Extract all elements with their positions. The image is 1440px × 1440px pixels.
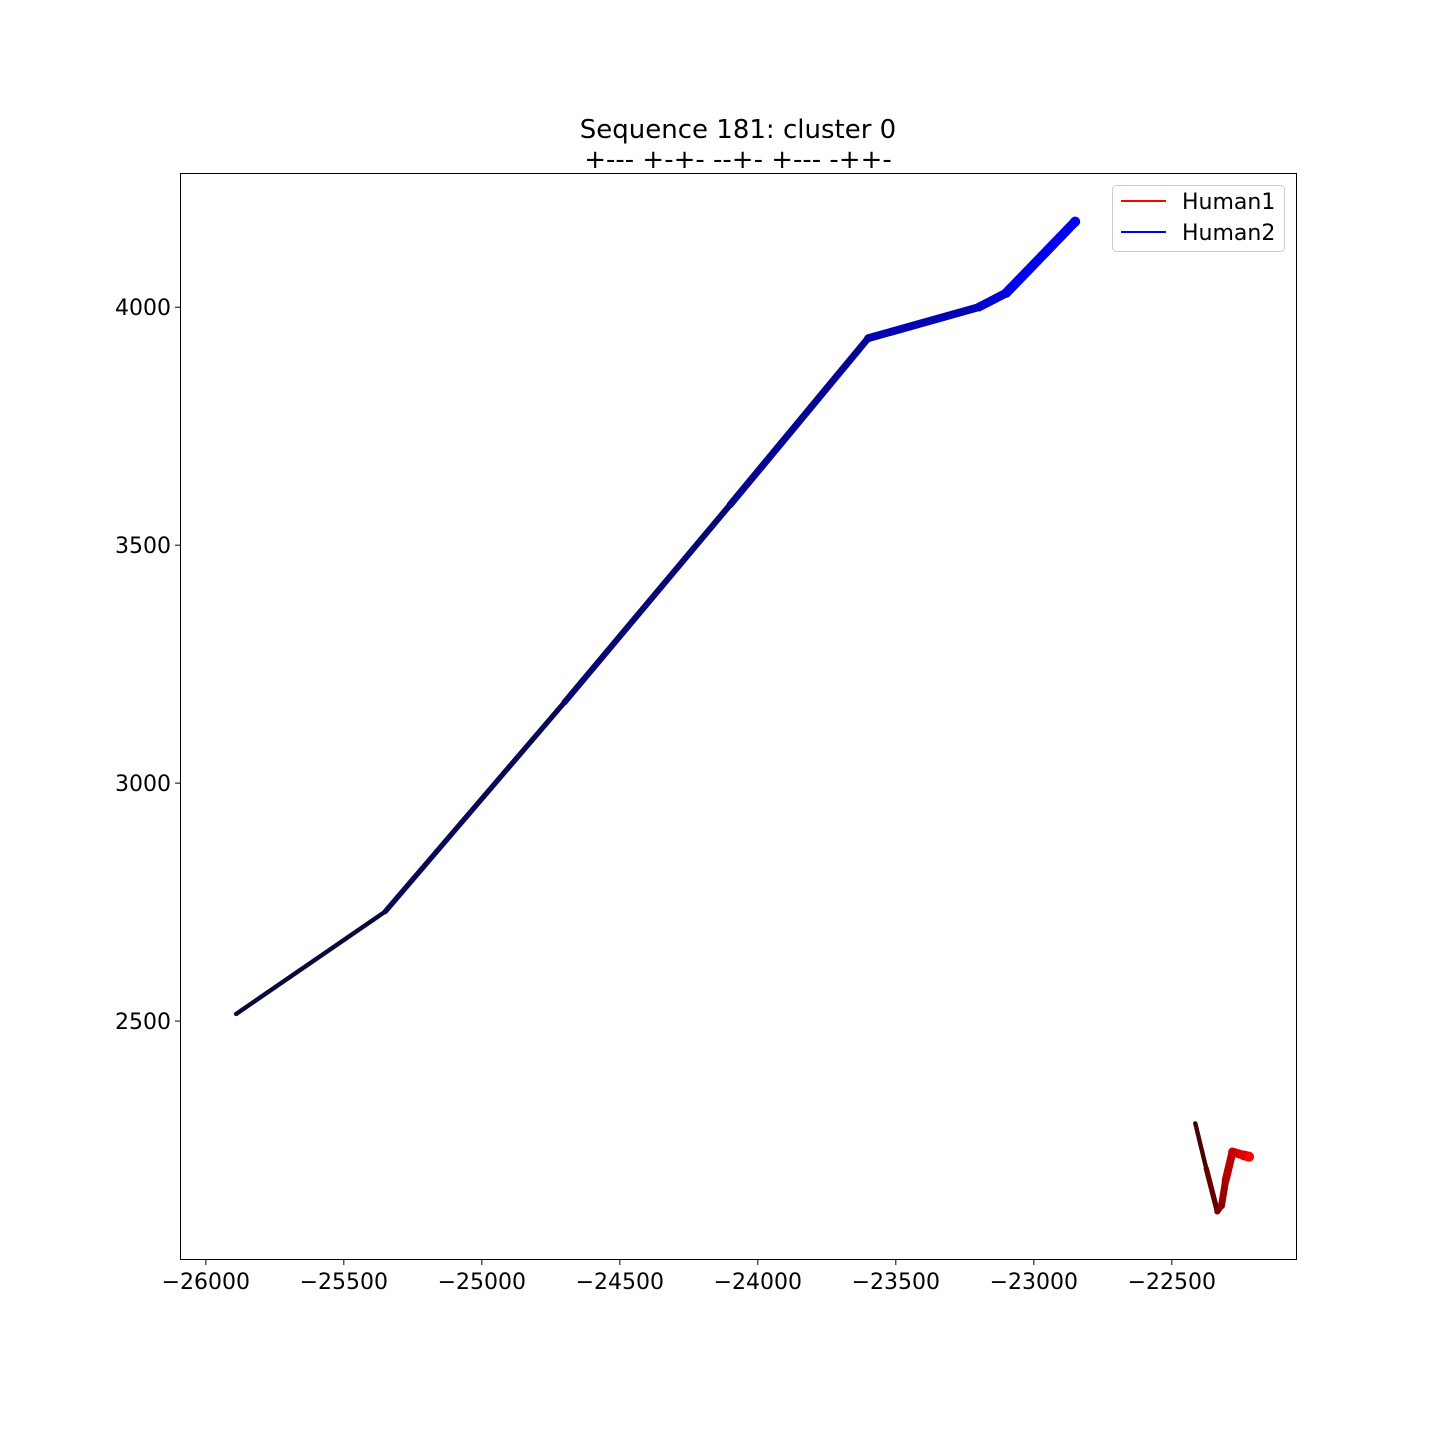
series-human1-segment [1221,1147,1237,1185]
legend-label: Human1 [1182,190,1275,215]
y-tick-label: 3500 [115,534,171,559]
legend-label: Human2 [1182,221,1275,246]
series-human2-point [864,334,872,342]
series-human1-point [1228,1147,1237,1156]
series-human2-segment [233,909,388,1017]
chart-title: Sequence 181: cluster 0 [580,115,896,145]
series-human1-segment [1193,1121,1209,1171]
series-human2-segment [561,501,734,706]
y-tick-label: 3000 [115,772,171,797]
series-human2-segment [726,334,872,509]
x-tick-label: −23500 [852,1270,940,1295]
series-human1-point [1214,1208,1221,1215]
y-tick-label: 4000 [115,296,171,321]
chart-subtitle: +--- +-+- --+- +--- -++- [584,145,892,175]
series-human2-segment [864,303,983,343]
x-tick-label: −25000 [438,1270,526,1295]
x-tick-label: −25500 [300,1270,388,1295]
series-human2-point [726,501,734,509]
series-human2-point [561,699,568,706]
y-tick-label: 2500 [115,1010,171,1035]
series-human2 [233,216,1081,1017]
series-human1-point [1244,1151,1255,1162]
legend: Human1 Human2 [1112,185,1285,252]
x-tick-label: −24500 [576,1270,664,1295]
series-human1-segment [1203,1165,1220,1215]
x-axis: −26000 −25500 −25000 −24500 −24000 −23500 −230… [162,1259,1216,1295]
series-human2-segment [974,288,1011,312]
x-tick-label: −24000 [714,1270,802,1295]
series-human1-point [1193,1121,1198,1126]
series-human2-point [1001,288,1011,298]
plot-area [233,216,1255,1215]
series-human1-point [1218,1202,1225,1209]
series-human1-point [1221,1176,1230,1185]
x-tick-label: −26000 [162,1270,250,1295]
series-human2-point [234,1011,239,1016]
series-human2-segment [1001,216,1080,298]
plot-frame [180,173,1297,1260]
series-human2-segment [382,699,568,915]
series-human2-point [974,303,983,312]
x-tick-label: −22500 [1128,1270,1216,1295]
series-human1 [1193,1121,1255,1215]
x-tick-label: −23000 [990,1270,1078,1295]
series-human1-point [1203,1166,1209,1171]
y-axis: 2500 3000 3500 4000 [115,296,181,1035]
series-human2-point [1070,216,1081,227]
series-human2-point [382,909,388,914]
series-human1-segment [1218,1177,1230,1210]
